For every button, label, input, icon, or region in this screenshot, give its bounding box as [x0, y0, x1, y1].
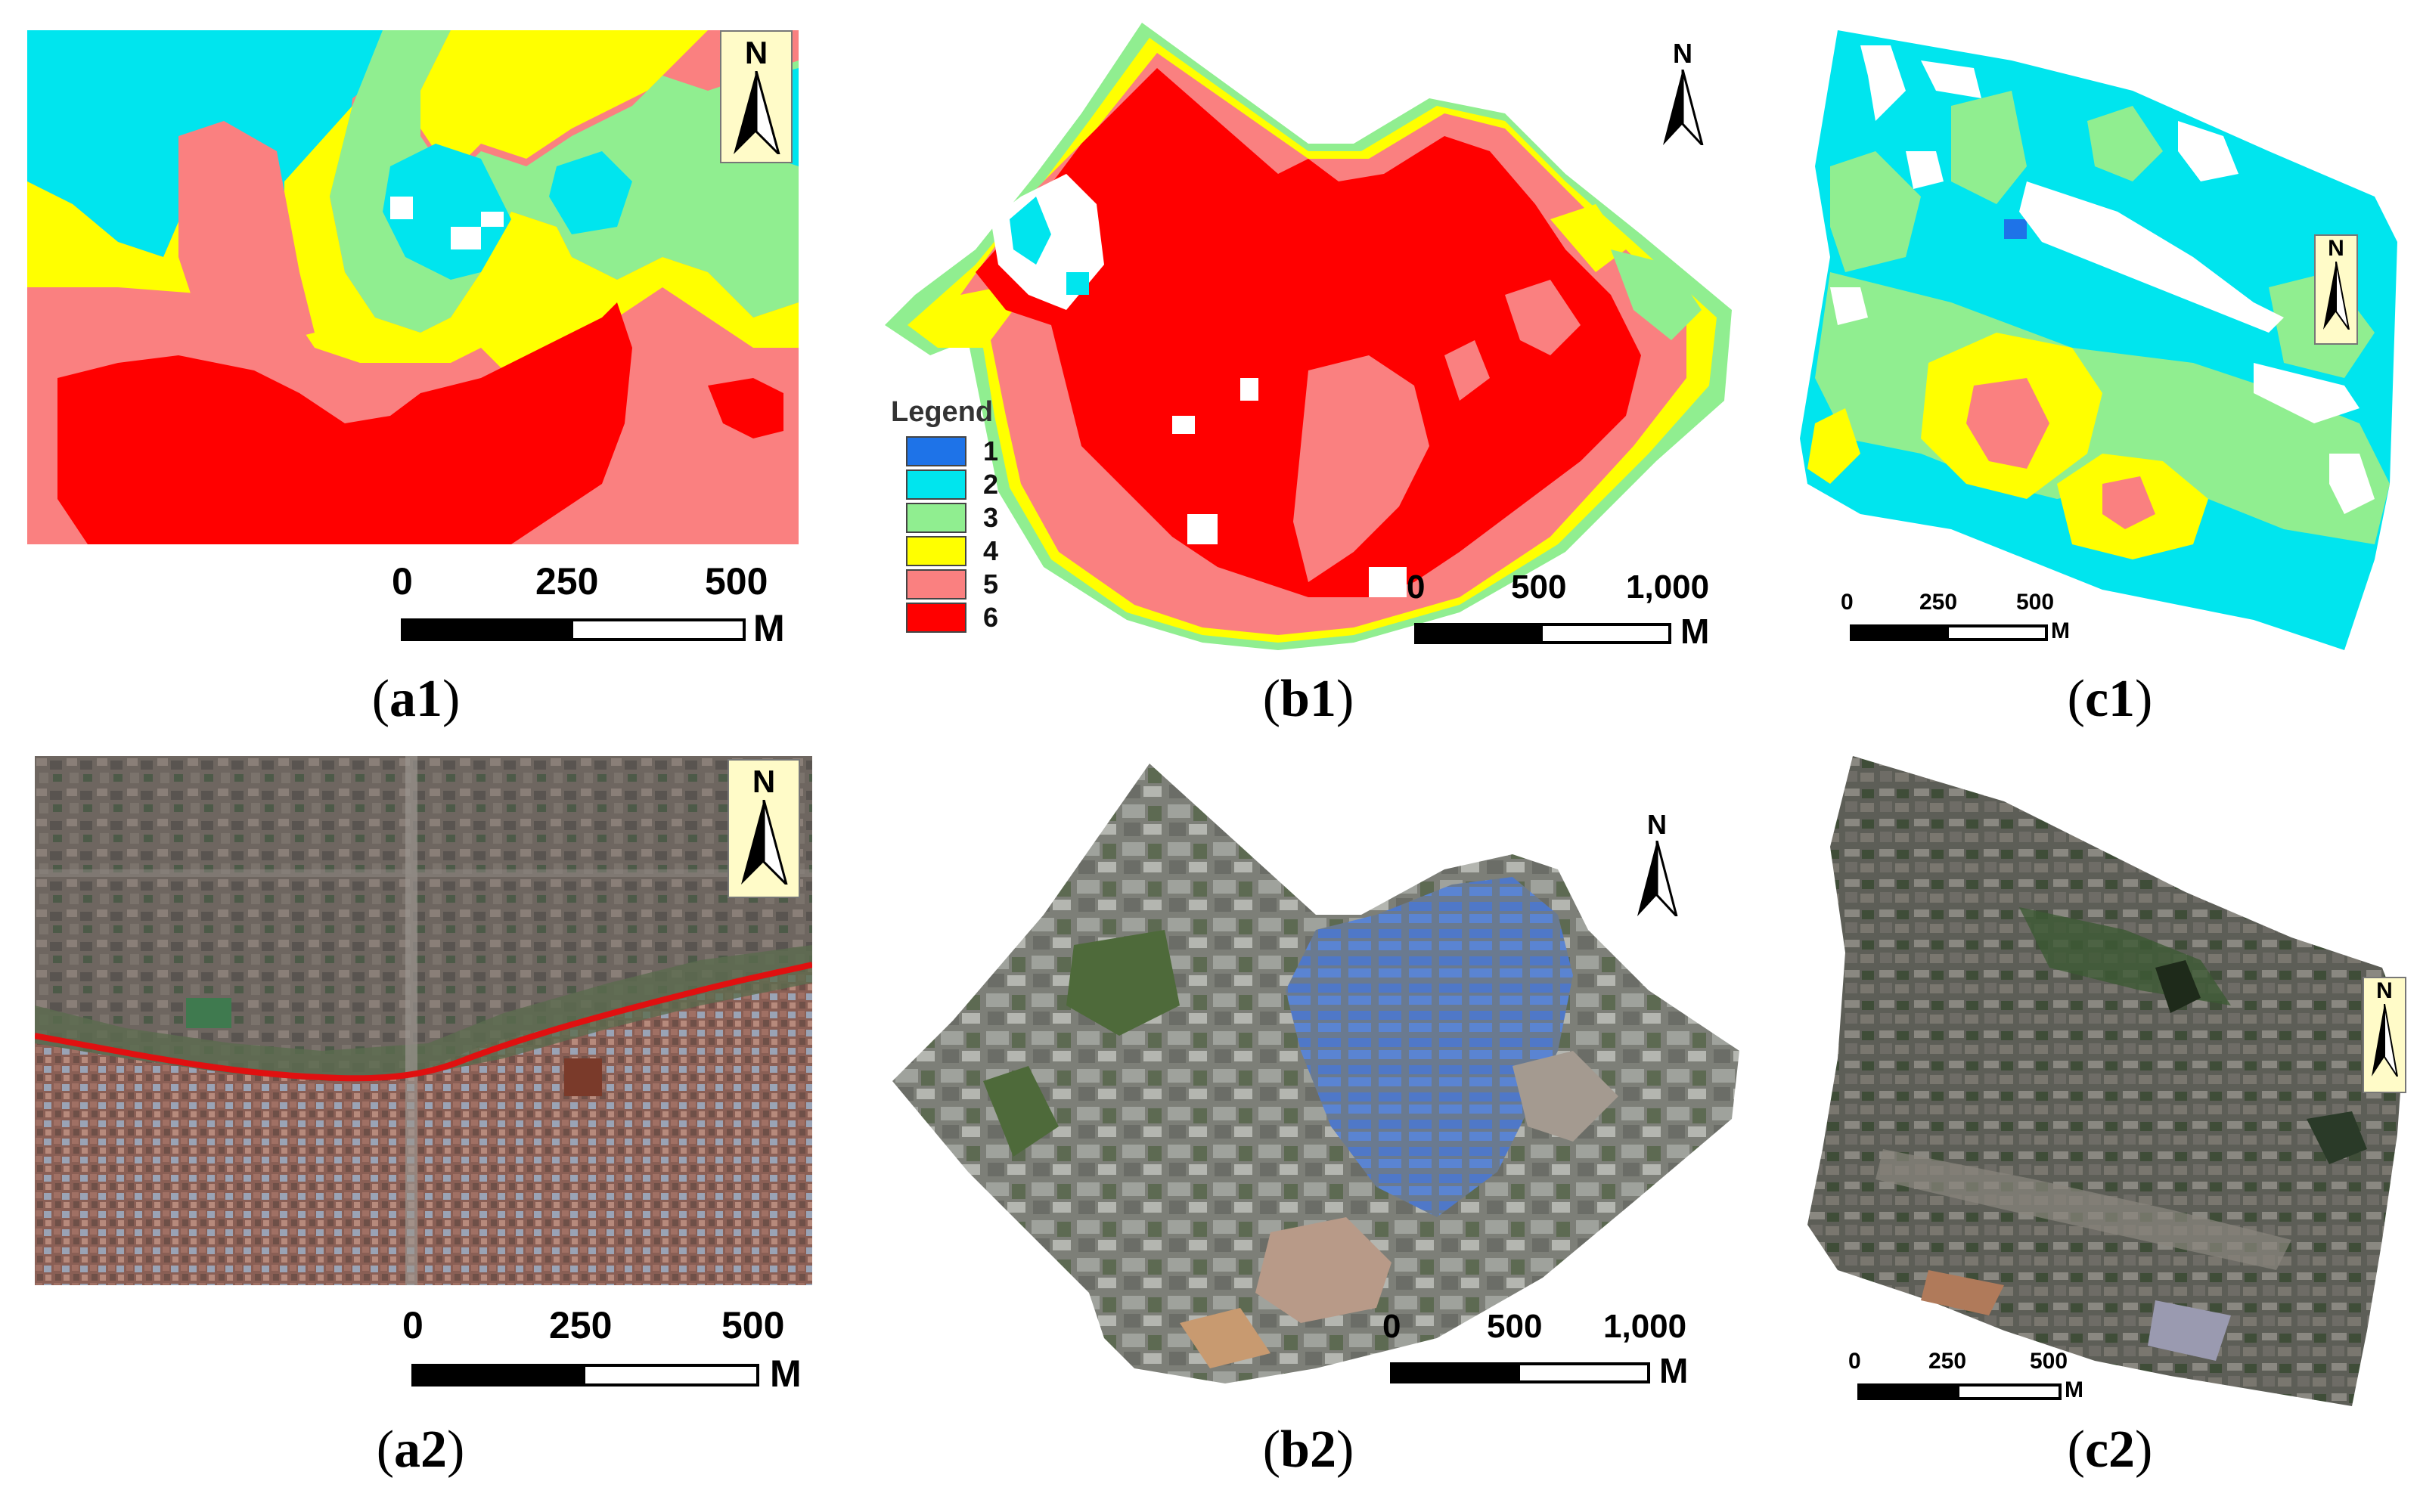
north-arrow-b1: N [1656, 38, 1709, 149]
satellite-image-b2 [892, 764, 1739, 1383]
scale-tick-label: 500 [2016, 590, 2055, 615]
scale-tick-label: 250 [549, 1304, 613, 1346]
scale-tick-label: 500 [2030, 1349, 2068, 1374]
legend-swatch [906, 569, 966, 600]
caption-b1: (b1) [1262, 670, 1354, 728]
scale-tick-label: 1,000 [1603, 1308, 1687, 1345]
scale-bar-b1: 0 500 1,000 M [1399, 569, 1732, 652]
north-label: N [1673, 38, 1692, 69]
map-a1-classification [27, 30, 799, 544]
legend-label: 4 [983, 535, 999, 566]
map-b1-classification [885, 23, 1732, 650]
caption-b2: (b2) [1262, 1421, 1354, 1479]
scale-bar-graphic [401, 618, 746, 641]
caption-c1: (c1) [2067, 670, 2153, 728]
north-arrow-icon [1663, 69, 1704, 147]
legend-label: 3 [983, 502, 999, 533]
legend-swatch [906, 503, 966, 533]
north-label: N [752, 764, 776, 799]
scale-tick-label: 250 [1928, 1349, 1967, 1374]
north-label: N [2376, 978, 2393, 1003]
satellite-image-a2 [35, 756, 812, 1285]
scale-unit: M [2051, 618, 2070, 643]
legend-label: 2 [983, 469, 999, 500]
legend-item: 6 [906, 601, 998, 634]
scale-bar-a1: 0 250 500 M [378, 559, 802, 650]
scale-bar-b2: 0 500 1,000 M [1376, 1308, 1709, 1391]
scale-bar-c2: 0 250 500 M [1845, 1349, 2102, 1409]
scale-tick-label: 0 [1382, 1308, 1401, 1345]
legend-item: 1 [906, 435, 998, 468]
scale-unit: M [1680, 612, 1710, 651]
legend-swatch [906, 536, 966, 566]
scale-bar-graphic [1414, 623, 1671, 644]
north-arrow-b2: N [1630, 809, 1683, 920]
north-arrow-icon [741, 799, 789, 889]
scale-tick-label: 1,000 [1626, 569, 1710, 606]
scale-unit: M [1659, 1351, 1689, 1390]
scale-tick-label: 250 [535, 560, 599, 603]
north-arrow-c1: N [2314, 234, 2358, 345]
legend-item: 4 [906, 534, 998, 568]
legend-swatch [906, 436, 966, 466]
legend-item: 5 [906, 568, 998, 601]
scale-unit: M [2065, 1377, 2083, 1402]
scale-unit: M [770, 1352, 802, 1395]
caption-c2: (c2) [2067, 1421, 2153, 1479]
legend-label: 6 [983, 602, 999, 633]
map-c1-classification [1800, 30, 2397, 650]
legend-label: 5 [983, 569, 999, 600]
river-boundary-line [35, 962, 812, 1082]
scale-bar-graphic [411, 1364, 759, 1387]
scale-bar-c1: 0 250 500 M [1838, 590, 2095, 650]
scale-tick-label: 0 [1407, 569, 1426, 606]
legend-swatch [906, 603, 966, 633]
scale-bar-a2: 0 250 500 M [389, 1303, 820, 1395]
scale-tick-label: 500 [705, 560, 768, 603]
north-arrow-icon [2372, 1003, 2398, 1077]
scale-tick-label: 250 [1919, 590, 1958, 615]
scale-tick-label: 500 [1511, 569, 1567, 606]
legend-label: 1 [983, 435, 999, 466]
north-arrow-icon [2323, 261, 2350, 330]
scale-bar-graphic [1857, 1383, 2062, 1400]
north-label: N [2328, 236, 2344, 261]
scale-tick-label: 0 [392, 560, 413, 603]
north-arrow-a2: N [728, 759, 800, 898]
legend-item: 3 [906, 501, 998, 534]
legend-item: 2 [906, 468, 998, 501]
north-arrow-a1: N [720, 30, 793, 163]
north-arrow-icon [1637, 840, 1678, 918]
north-arrow-c2: N [2363, 977, 2406, 1093]
caption-a1: (a1) [371, 670, 461, 728]
legend-swatch [906, 469, 966, 500]
scale-tick-label: 500 [1487, 1308, 1543, 1345]
scale-bar-graphic [1390, 1362, 1650, 1383]
scale-bar-graphic [1850, 624, 2048, 641]
legend-title: Legend [891, 396, 994, 428]
caption-a2: (a2) [376, 1421, 465, 1479]
scale-tick-label: 500 [721, 1304, 785, 1346]
scale-unit: M [753, 607, 785, 649]
north-label: N [744, 35, 768, 70]
north-label: N [1647, 809, 1667, 840]
scale-tick-label: 0 [1841, 590, 1854, 615]
scale-tick-label: 0 [1848, 1349, 1861, 1374]
scale-tick-label: 0 [402, 1304, 424, 1346]
north-arrow-icon [734, 70, 781, 159]
satellite-image-c2 [1807, 756, 2405, 1406]
